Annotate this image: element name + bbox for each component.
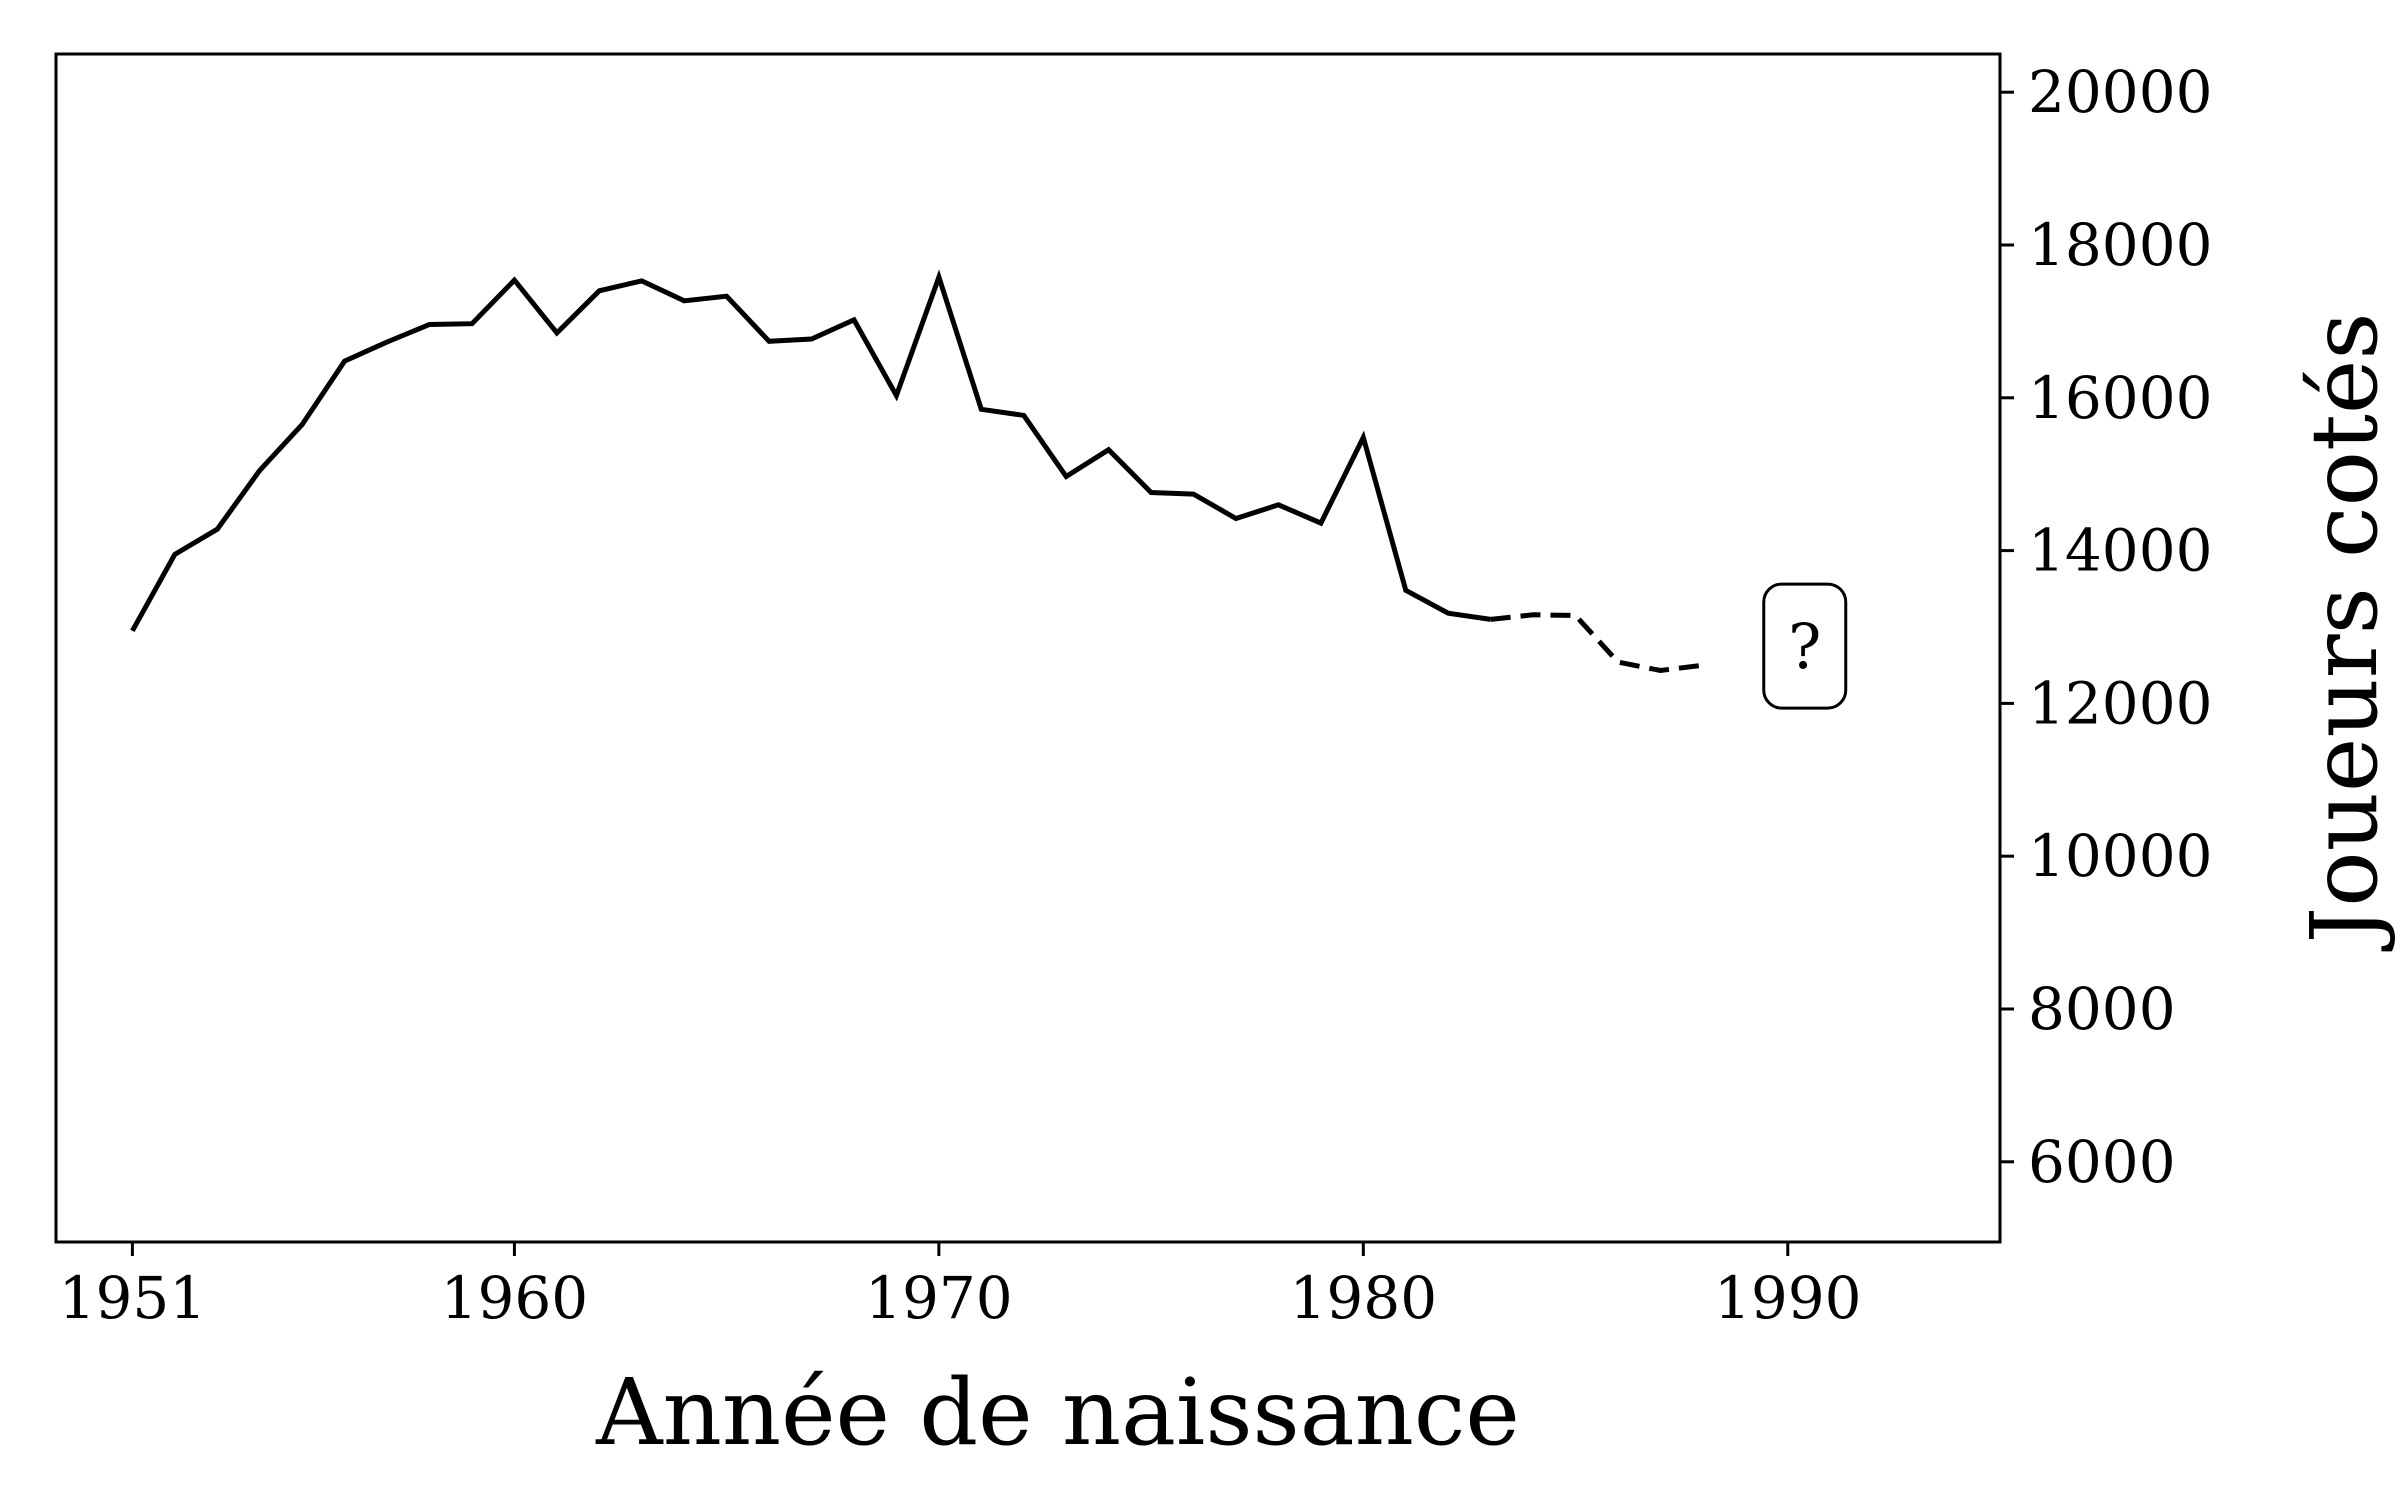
x-tick-label: 1960 — [441, 1264, 589, 1332]
y-tick-label: 14000 — [2028, 517, 2213, 585]
x-axis: 1951 1960 1970 1980 1990 — [59, 1242, 1862, 1332]
dashed-series-line — [1490, 612, 1704, 674]
annotation-layer: ? — [1762, 582, 1848, 710]
plot-frame — [54, 52, 2002, 1244]
y-tick-label: 18000 — [2028, 211, 2213, 279]
x-axis-title: Année de naissance — [595, 1359, 1520, 1466]
series-layer — [130, 269, 1704, 674]
y-tick-label: 8000 — [2028, 975, 2176, 1043]
y-tick-label: 12000 — [2028, 669, 2213, 737]
y-tick-label: 20000 — [2028, 58, 2213, 126]
x-tick-label: 1951 — [59, 1264, 207, 1332]
x-tick-label: 1990 — [1714, 1264, 1862, 1332]
x-tick-label: 1970 — [865, 1264, 1013, 1332]
y-tick-label: 10000 — [2028, 822, 2213, 890]
y-axis: 6000 8000 10000 12000 14000 16000 18000 20000 — [2000, 58, 2213, 1196]
plot-area — [54, 52, 2002, 1244]
x-tick-label: 1980 — [1290, 1264, 1438, 1332]
y-tick-label: 16000 — [2028, 364, 2213, 432]
y-tick-label: 6000 — [2028, 1128, 2176, 1196]
annotation-text: ? — [1788, 610, 1821, 683]
annotation-box — [1762, 582, 1848, 710]
solid-series-line — [130, 269, 1492, 633]
y-axis-title: Joueurs cotés — [2291, 312, 2398, 951]
